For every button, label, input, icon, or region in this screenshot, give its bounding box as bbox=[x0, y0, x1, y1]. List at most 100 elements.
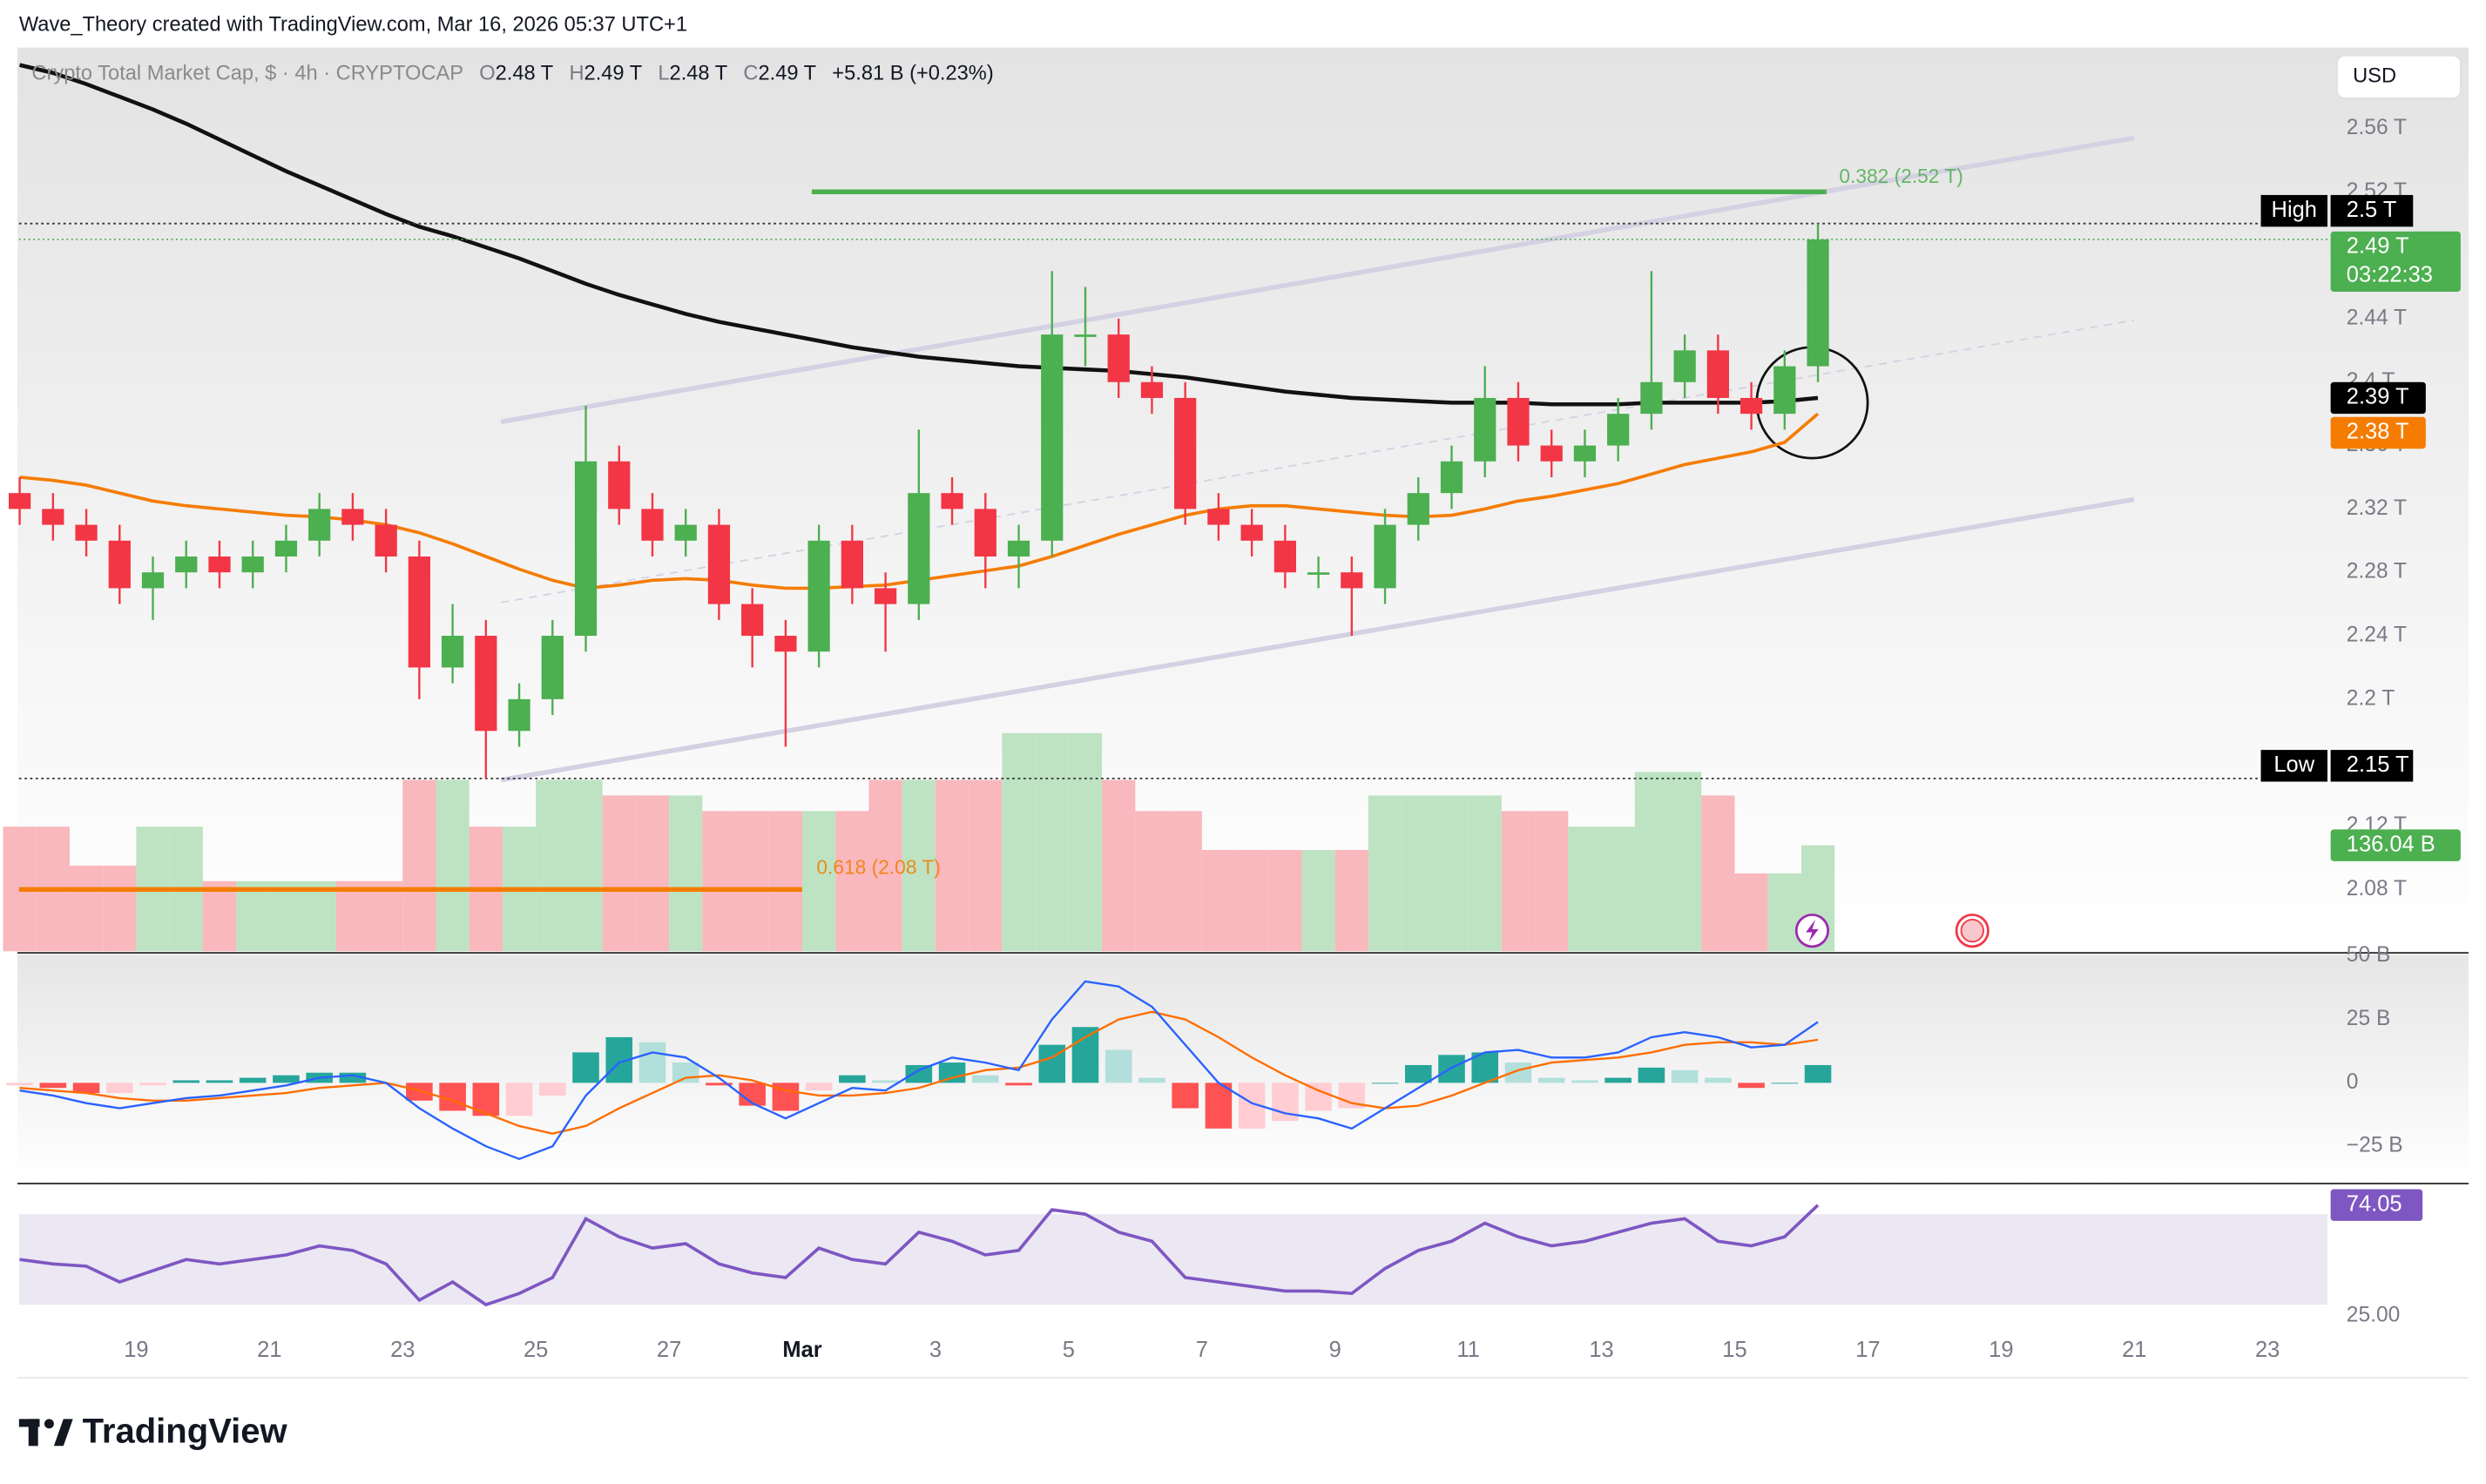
macd-histogram-bar bbox=[672, 1062, 699, 1083]
volume-bar bbox=[1634, 772, 1669, 952]
currency-label: USD bbox=[2353, 65, 2396, 88]
candle-body bbox=[674, 524, 697, 541]
candle-body bbox=[308, 509, 331, 541]
volume-bar bbox=[702, 811, 736, 952]
signal-line bbox=[19, 1010, 1819, 1135]
indicator-layer bbox=[6, 980, 2327, 1307]
volume-bar bbox=[1035, 732, 1069, 952]
macd-histogram-bar bbox=[1038, 1044, 1066, 1083]
macd-histogram-bar bbox=[273, 1075, 300, 1083]
volume-bar bbox=[868, 779, 902, 952]
candle-body bbox=[1374, 524, 1396, 589]
x-tick-label: 15 bbox=[1722, 1338, 1746, 1362]
candle-body bbox=[874, 588, 897, 604]
x-tick-label: 21 bbox=[257, 1338, 281, 1362]
macd-pane bbox=[17, 954, 2469, 1184]
volume-bar bbox=[635, 795, 670, 952]
volume-bar bbox=[1268, 850, 1302, 952]
macd-histogram-bar bbox=[139, 1083, 166, 1086]
candle-body bbox=[1640, 381, 1663, 415]
legend-change: +5.81 B (+0.23%) bbox=[832, 63, 993, 85]
price-label: 2.49 T bbox=[2347, 234, 2409, 259]
volume-bar bbox=[1301, 850, 1335, 952]
candle-body bbox=[1273, 540, 1296, 573]
macd-histogram-bar bbox=[905, 1064, 933, 1083]
candle-body bbox=[1107, 334, 1130, 382]
candle-body bbox=[1407, 493, 1429, 525]
candle-body bbox=[274, 540, 298, 556]
candle-body bbox=[1440, 461, 1463, 494]
volume-bar bbox=[536, 779, 570, 952]
macd-histogram-bar bbox=[1804, 1064, 1832, 1083]
volume-bar bbox=[935, 779, 969, 952]
macd-histogram-bar bbox=[1671, 1069, 1699, 1083]
x-tick-label: 27 bbox=[657, 1338, 681, 1362]
candle-body bbox=[75, 524, 98, 541]
volume-bar bbox=[302, 880, 336, 952]
candle-body bbox=[341, 509, 364, 525]
x-tick-label: 21 bbox=[2122, 1338, 2146, 1362]
macd-histogram-bar bbox=[206, 1080, 233, 1083]
volume-bar bbox=[768, 811, 803, 952]
volume-last-box bbox=[2330, 829, 2461, 861]
candle-body bbox=[1074, 334, 1097, 337]
macd-tick-label: 50 B bbox=[2347, 943, 2391, 967]
macd-histogram-bar bbox=[1537, 1077, 1565, 1083]
price-layer: 0.382 (2.52 T) 0.618 (2.08 T) bbox=[8, 63, 2327, 893]
macd-tick-label: −25 B bbox=[2347, 1134, 2403, 1157]
volume-bar bbox=[669, 795, 703, 952]
volume-last-label: 136.04 B bbox=[2347, 832, 2435, 856]
logo-part bbox=[44, 1419, 54, 1429]
macd-histogram-bar bbox=[872, 1080, 899, 1083]
candle-body bbox=[641, 509, 664, 541]
macd-histogram-bar bbox=[1571, 1080, 1598, 1083]
candle-body bbox=[541, 636, 564, 699]
macd-histogram-bar bbox=[39, 1083, 67, 1089]
brand-logo: TradingView bbox=[18, 1412, 288, 1450]
macd-histogram-bar bbox=[539, 1083, 566, 1096]
candle-body bbox=[108, 540, 131, 589]
candle-body bbox=[1307, 572, 1330, 575]
currency-button[interactable] bbox=[2335, 54, 2462, 99]
header: Wave_Theory created with TradingView.com… bbox=[19, 13, 687, 36]
legend-value: 2.48 T bbox=[496, 63, 554, 85]
y-tick-label: 2.56 T bbox=[2347, 116, 2407, 139]
volume-bar bbox=[1734, 873, 1768, 952]
macd-histogram-bar bbox=[1604, 1077, 1631, 1083]
macd-histogram-bar bbox=[839, 1075, 866, 1083]
candle-body bbox=[475, 636, 497, 732]
volume-bar bbox=[569, 779, 603, 952]
volume-bar bbox=[735, 811, 769, 952]
logo-part bbox=[53, 1419, 73, 1447]
brand-name: TradingView bbox=[83, 1412, 288, 1450]
x-tick-label: 25 bbox=[524, 1338, 548, 1362]
macd-histogram-bar bbox=[1172, 1083, 1199, 1109]
candle-body bbox=[1474, 397, 1496, 462]
candle-body bbox=[741, 604, 764, 637]
macd-histogram-bar bbox=[739, 1083, 766, 1106]
legend: Crypto Total Market Cap, $ · 4h · CRYPTO… bbox=[31, 63, 993, 85]
macd-line bbox=[19, 980, 1819, 1161]
legend-key: L bbox=[658, 63, 669, 85]
candle-body bbox=[908, 493, 930, 604]
volume-bar bbox=[1135, 811, 1169, 952]
macd-histogram-bar bbox=[1205, 1083, 1233, 1129]
candle-body bbox=[141, 572, 165, 589]
fib-label: 0.382 (2.52 T) bbox=[1839, 165, 1962, 187]
volume-bar bbox=[1601, 826, 1635, 952]
price-label-box bbox=[2330, 381, 2426, 415]
candle-body bbox=[1041, 334, 1064, 541]
rsi-last-box bbox=[2330, 1189, 2423, 1221]
candle-body bbox=[1207, 509, 1230, 525]
macd-histogram-bar bbox=[439, 1083, 466, 1111]
candle-body bbox=[1174, 397, 1197, 509]
volume-bar bbox=[969, 779, 1003, 952]
rsi-last-label: 74.05 bbox=[2347, 1191, 2402, 1216]
x-tick-label: 23 bbox=[2255, 1338, 2280, 1362]
candle-body bbox=[608, 461, 631, 509]
volume-bar bbox=[1767, 873, 1801, 952]
macd-histogram-bar bbox=[706, 1083, 733, 1086]
